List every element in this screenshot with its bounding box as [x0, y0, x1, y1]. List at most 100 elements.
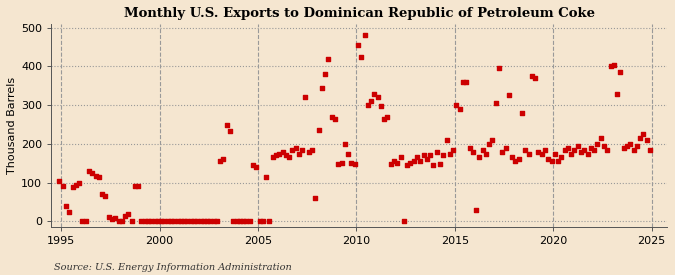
Point — [451, 103, 462, 107]
Point — [195, 219, 206, 223]
Point — [454, 107, 465, 111]
Point — [444, 151, 455, 156]
Point — [146, 219, 157, 223]
Point — [139, 219, 150, 223]
Point — [280, 153, 291, 158]
Point — [634, 136, 645, 140]
Point — [539, 147, 550, 152]
Point — [362, 103, 373, 107]
Point — [343, 151, 354, 156]
Point — [487, 138, 498, 142]
Point — [336, 161, 347, 165]
Point — [448, 147, 458, 152]
Point — [415, 159, 426, 163]
Point — [172, 219, 183, 223]
Point — [513, 157, 524, 161]
Point — [464, 145, 475, 150]
Point — [392, 161, 403, 165]
Point — [546, 159, 557, 163]
Point — [507, 155, 518, 160]
Point — [549, 151, 560, 156]
Point — [310, 196, 321, 200]
Point — [612, 91, 622, 96]
Point — [438, 153, 449, 158]
Point — [107, 217, 117, 221]
Point — [119, 214, 130, 218]
Point — [481, 151, 491, 156]
Point — [346, 161, 357, 165]
Point — [523, 151, 534, 156]
Point — [615, 70, 626, 75]
Point — [382, 115, 393, 119]
Point — [585, 145, 596, 150]
Point — [530, 76, 541, 80]
Point — [396, 155, 406, 160]
Point — [287, 147, 298, 152]
Point — [284, 155, 294, 160]
Point — [608, 62, 619, 67]
Point — [251, 165, 262, 169]
Point — [126, 219, 137, 223]
Point — [162, 219, 173, 223]
Point — [490, 101, 501, 105]
Point — [238, 219, 248, 223]
Point — [70, 183, 81, 188]
Point — [313, 128, 324, 133]
Point — [356, 54, 367, 59]
Point — [80, 219, 91, 223]
Point — [290, 145, 301, 150]
Y-axis label: Thousand Barrels: Thousand Barrels — [7, 77, 17, 174]
Point — [477, 147, 488, 152]
Point — [605, 64, 616, 69]
Point — [136, 219, 147, 223]
Point — [232, 219, 242, 223]
Point — [500, 145, 511, 150]
Point — [87, 171, 98, 175]
Point — [375, 104, 386, 108]
Point — [211, 219, 222, 223]
Point — [244, 219, 255, 223]
Point — [418, 153, 429, 158]
Point — [412, 155, 423, 160]
Point — [559, 147, 570, 152]
Point — [100, 194, 111, 198]
Point — [641, 138, 652, 142]
Point — [234, 219, 245, 223]
Point — [504, 93, 514, 98]
Point — [277, 149, 288, 154]
Text: Source: U.S. Energy Information Administration: Source: U.S. Energy Information Administ… — [54, 263, 292, 272]
Point — [592, 142, 603, 146]
Point — [352, 43, 363, 47]
Title: Monthly U.S. Exports to Dominican Republic of Petroleum Coke: Monthly U.S. Exports to Dominican Republ… — [124, 7, 595, 20]
Point — [408, 159, 419, 163]
Point — [359, 33, 370, 38]
Point — [631, 144, 642, 148]
Point — [497, 149, 508, 154]
Point — [110, 216, 121, 220]
Point — [402, 163, 412, 167]
Point — [510, 159, 521, 163]
Point — [320, 72, 331, 76]
Point — [267, 155, 278, 160]
Point — [595, 136, 606, 140]
Point — [340, 142, 350, 146]
Point — [369, 91, 380, 96]
Point — [566, 151, 576, 156]
Point — [526, 74, 537, 78]
Point — [153, 219, 163, 223]
Point — [261, 175, 271, 179]
Point — [317, 86, 327, 90]
Point — [572, 144, 583, 148]
Point — [628, 147, 639, 152]
Point — [218, 157, 229, 161]
Point — [441, 138, 452, 142]
Point — [484, 142, 495, 146]
Point — [583, 151, 593, 156]
Point — [303, 149, 314, 154]
Point — [520, 147, 531, 152]
Point — [54, 179, 65, 184]
Point — [93, 175, 104, 179]
Point — [467, 149, 478, 154]
Point — [602, 147, 613, 152]
Point — [209, 219, 219, 223]
